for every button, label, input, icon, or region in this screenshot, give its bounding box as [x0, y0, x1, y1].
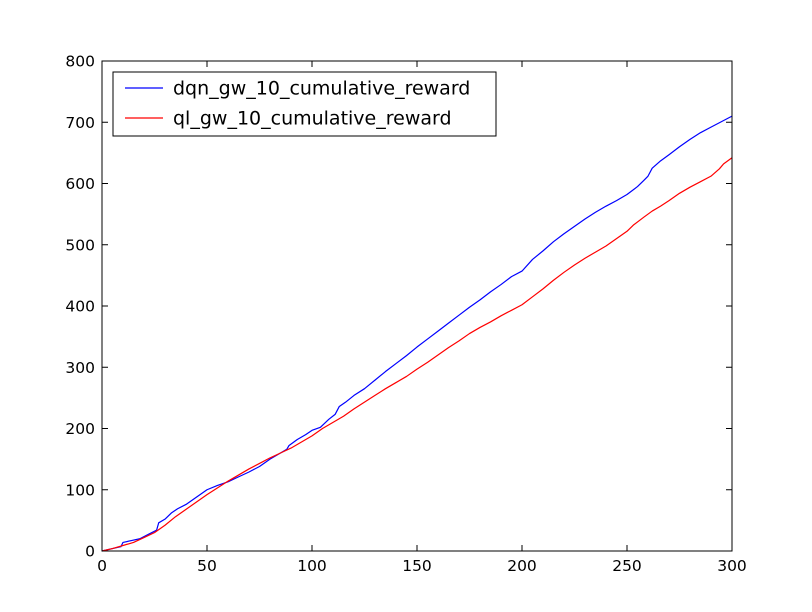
x-tick-label: 0	[97, 557, 107, 575]
x-tick-label: 150	[402, 557, 432, 575]
x-tick-label: 250	[612, 557, 642, 575]
y-tick-label: 800	[65, 53, 95, 71]
series-line-1	[101, 115, 733, 552]
x-tick-label: 100	[297, 557, 327, 575]
legend-box	[112, 71, 497, 137]
y-tick-label: 500	[65, 236, 95, 254]
y-tick-label: 700	[65, 114, 95, 132]
y-tick-label: 400	[65, 298, 95, 316]
x-tick-label: 300	[717, 557, 747, 575]
y-tick-label: 300	[65, 359, 95, 377]
series-layer	[101, 115, 733, 552]
legend: dqn_gw_10_cumulative_reward ql_gw_10_cumu…	[112, 71, 497, 137]
y-tick-label: 200	[65, 420, 95, 438]
series-line-2	[101, 157, 733, 552]
x-tick-label: 50	[197, 557, 217, 575]
x-tick-label: 200	[507, 557, 537, 575]
ticks-layer	[101, 60, 733, 552]
legend-label-1: dqn_gw_10_cumulative_reward	[173, 78, 470, 100]
y-tick-label: 600	[65, 175, 95, 193]
legend-label-2: ql_gw_10_cumulative_reward	[173, 108, 452, 130]
tick-labels-layer: 0 50 100 150 200 250 300 0 100 200 300 400 500 600 700…	[65, 53, 746, 576]
y-tick-label: 100	[65, 481, 95, 499]
y-tick-label: 0	[85, 543, 95, 561]
